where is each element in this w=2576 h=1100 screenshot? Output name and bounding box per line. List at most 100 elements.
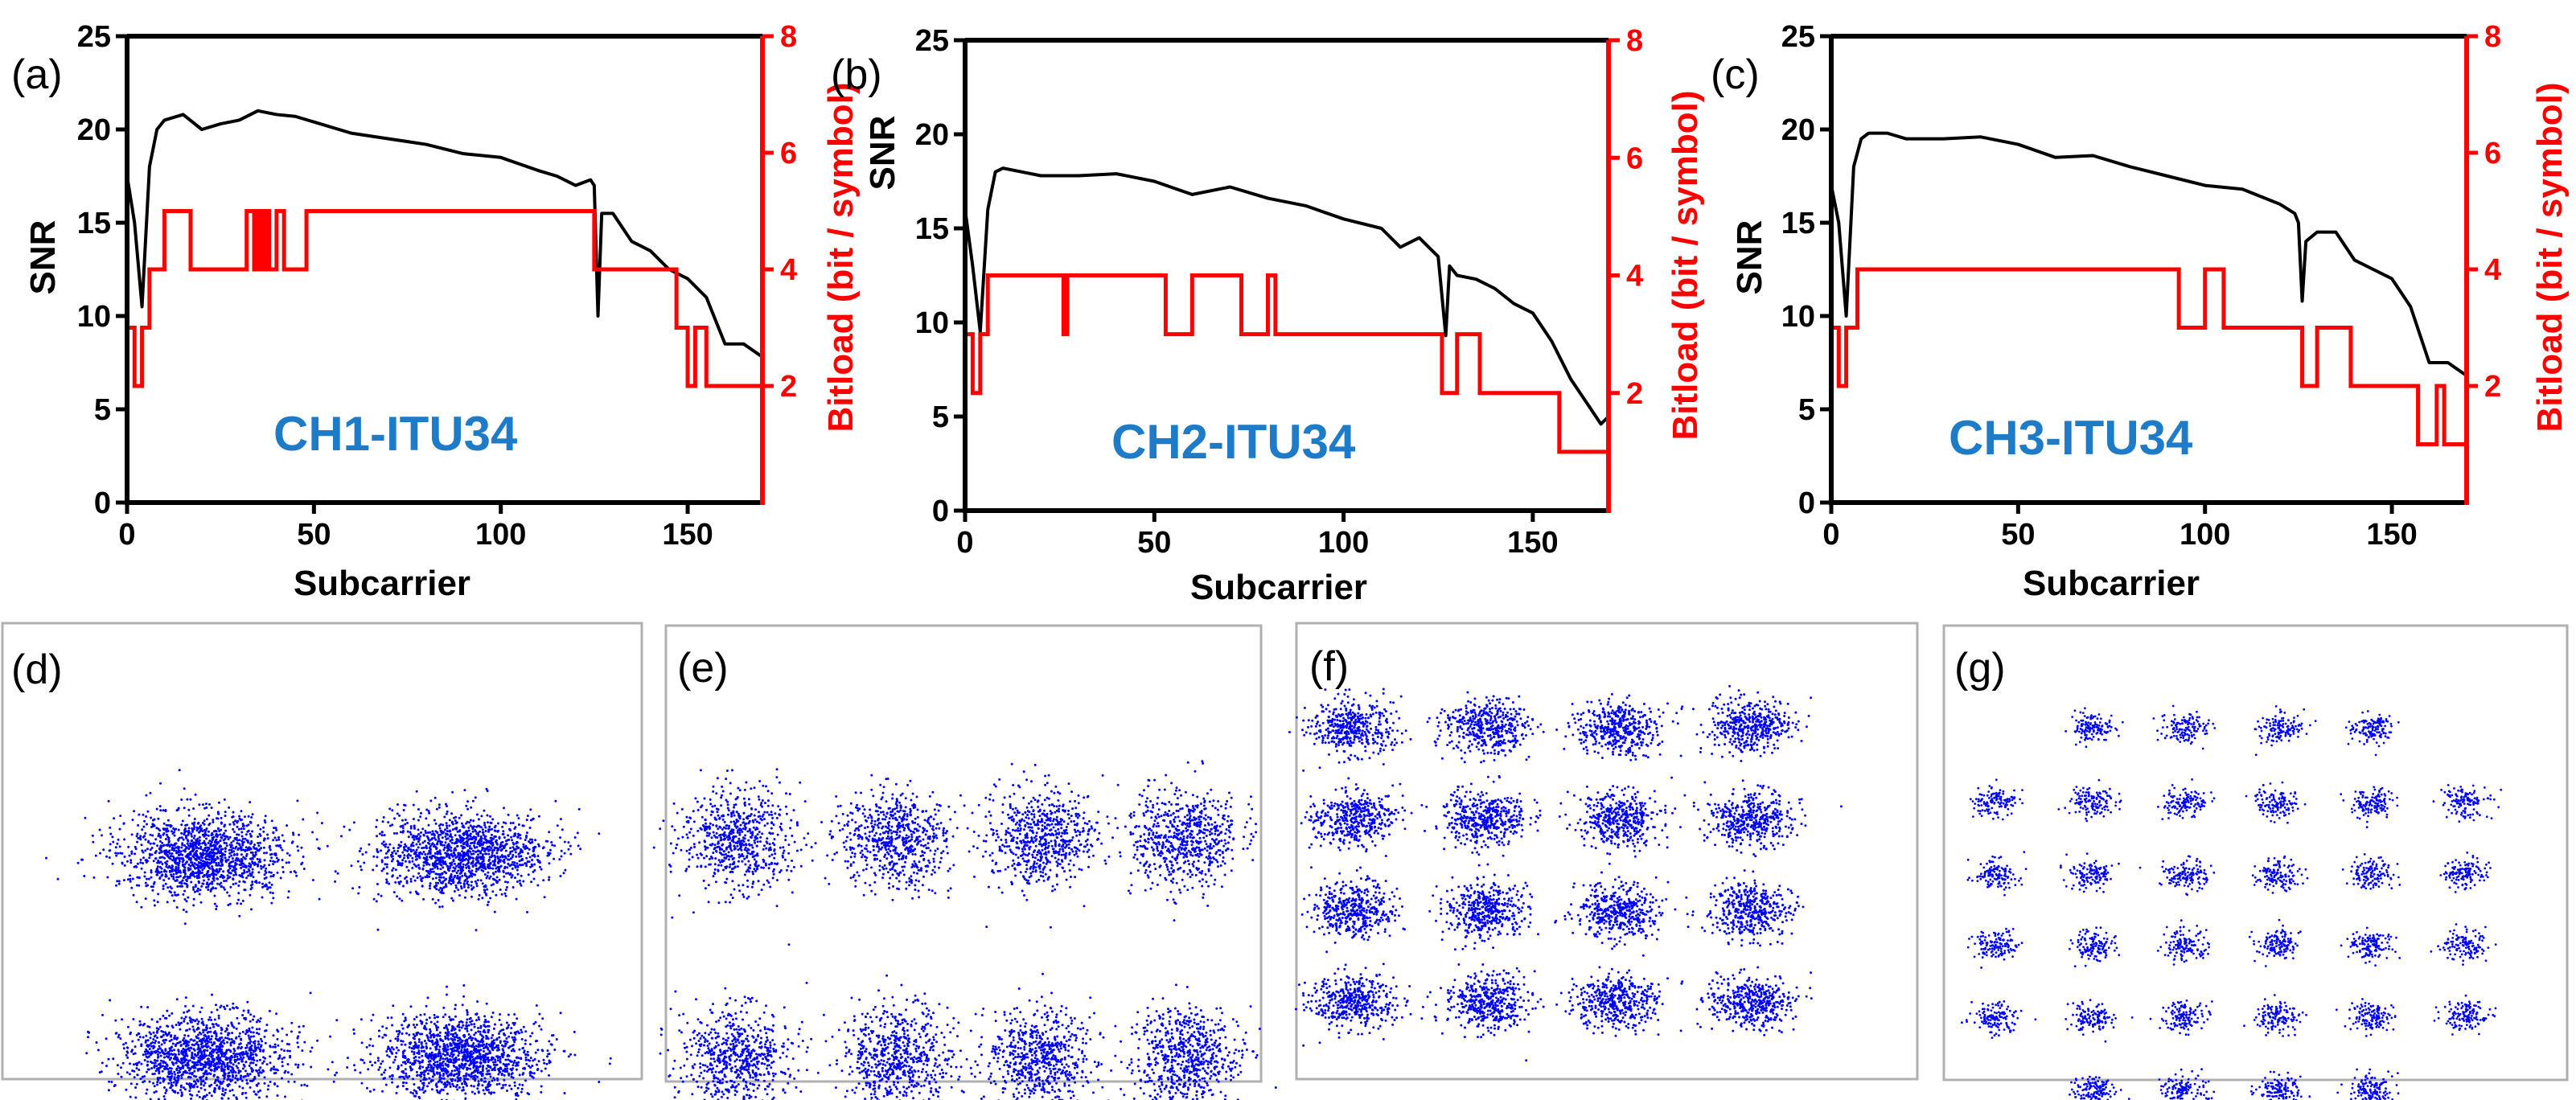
y2-axis-title-c: Bitload (bit / symbol) — [2530, 82, 2570, 432]
constellation-points-d — [45, 769, 612, 1100]
x-tick-label: 100 — [2180, 518, 2230, 552]
panel-label-e: (e) — [677, 645, 729, 692]
constellation-cluster — [1300, 777, 1424, 869]
axes-b: 0 50 100 150 0 5 10 15 20 25 2 4 6 8 — [915, 24, 1643, 560]
y-tick-label: 0 — [1798, 486, 1815, 520]
bitload-series-line — [1831, 267, 2467, 446]
axes-c: 0 50 100 150 0 5 10 15 20 25 2 4 6 8 — [1781, 20, 2501, 552]
constellation-cluster — [2251, 855, 2309, 894]
x-tick-label: 100 — [475, 518, 526, 552]
x-axis-title-a: Subcarrier — [294, 564, 470, 603]
y-tick-label: 10 — [915, 306, 949, 340]
constellation-cluster — [2340, 786, 2399, 829]
y2-tick-label: 2 — [1626, 377, 1643, 411]
panel-label-g: (g) — [1954, 645, 2006, 692]
y2-tick-label: 6 — [2484, 137, 2501, 170]
constellation-cluster — [824, 974, 965, 1100]
constellation-cluster — [2149, 999, 2213, 1036]
constellation-cluster — [1426, 691, 1545, 764]
y2-axis-title-b: Bitload (bit / symbol) — [1666, 90, 1705, 440]
constellation-cluster — [1428, 863, 1539, 951]
panel-label-c: (c) — [1711, 51, 1760, 98]
y2-tick-label: 2 — [2484, 370, 2501, 404]
axes-a: 0 50 100 150 0 5 10 15 20 25 2 4 6 8 — [77, 20, 797, 552]
constellation-cluster — [2057, 778, 2122, 823]
y-tick-label: 5 — [1798, 393, 1815, 427]
y-tick-label: 0 — [94, 486, 111, 520]
y2-tick-label: 6 — [780, 137, 797, 170]
x-tick-label: 50 — [297, 518, 331, 552]
constellation-cluster — [1554, 871, 1695, 957]
constellation-points-g — [1961, 704, 2503, 1100]
bitload-series-line — [127, 209, 762, 388]
constellation-cluster — [1969, 778, 2024, 821]
bitload-series-line — [965, 273, 1608, 454]
x-tick-label: 0 — [956, 526, 973, 560]
constellation-cluster — [2156, 919, 2211, 966]
constellation-cluster — [1421, 963, 1545, 1062]
x-tick-label: 150 — [2366, 518, 2417, 552]
constellation-cluster — [1300, 869, 1406, 954]
panel-d: (d) — [1, 622, 643, 1100]
y-tick-label: 15 — [915, 212, 949, 246]
constellation-cluster — [1424, 774, 1542, 857]
panel-label-a: (a) — [11, 51, 63, 98]
constellation-cluster — [2245, 781, 2307, 824]
snr-series-line — [963, 166, 1610, 426]
y2-axis-title-a: Bitload (bit / symbol) — [821, 82, 861, 432]
constellation-cluster — [957, 972, 1140, 1100]
constellation-frame-f — [1295, 622, 1919, 1081]
constellation-cluster — [1685, 869, 1805, 947]
constellation-cluster — [2243, 994, 2307, 1037]
constellation-cluster — [329, 984, 612, 1100]
channel-label-b: CH2-ITU34 — [1111, 415, 1356, 469]
channel-label-c: CH3-ITU34 — [1949, 411, 2193, 465]
constellation-cluster — [2064, 707, 2124, 749]
y-tick-label: 10 — [1781, 300, 1815, 334]
constellation-cluster — [1692, 779, 1843, 858]
constellation-cluster — [85, 991, 384, 1100]
constellation-cluster — [2069, 926, 2121, 968]
y-tick-label: 20 — [77, 113, 111, 147]
snr-series-line — [1830, 131, 2468, 377]
x-tick-label: 0 — [118, 518, 135, 552]
x-tick-label: 150 — [1507, 526, 1558, 560]
x-tick-label: 150 — [662, 518, 713, 552]
x-tick-label: 50 — [1137, 526, 1171, 560]
constellation-cluster — [2249, 1070, 2311, 1100]
constellation-cluster — [2253, 705, 2317, 757]
channel-label-a: CH1-ITU34 — [273, 407, 518, 461]
panel-g: (g) — [1942, 624, 2569, 1100]
y2-tick-label: 8 — [2484, 20, 2501, 54]
y-tick-label: 5 — [932, 400, 949, 434]
y-tick-label: 25 — [77, 20, 111, 54]
panel-a: (a) CH1-ITU34 Subcarrier SNR Bitload (bi… — [11, 20, 861, 603]
constellation-cluster — [2060, 852, 2142, 893]
y2-tick-label: 8 — [1626, 24, 1643, 58]
y-tick-label: 20 — [1781, 113, 1815, 147]
y-tick-label: 10 — [77, 300, 111, 334]
y-tick-label: 20 — [915, 118, 949, 152]
constellation-cluster — [2344, 710, 2400, 757]
panel-c: (c) CH3-ITU34 Subcarrier SNR Bitload (bi… — [1711, 20, 2570, 603]
constellation-cluster — [2159, 855, 2216, 897]
constellation-cluster — [1555, 692, 1683, 761]
constellation-cluster — [2341, 853, 2401, 890]
y2-tick-label: 2 — [780, 370, 797, 404]
constellation-cluster — [1679, 966, 1813, 1036]
constellation-cluster — [2340, 926, 2401, 967]
constellation-cluster — [2069, 1075, 2130, 1100]
x-axis-title-c: Subcarrier — [2023, 564, 2200, 603]
constellation-cluster — [2439, 852, 2492, 893]
panel-b: (b) CH2-ITU34 Subcarrier SNR Bitload (bi… — [831, 24, 1705, 607]
constellation-cluster — [1966, 851, 2028, 897]
constellation-cluster — [2152, 704, 2217, 750]
y-tick-label: 25 — [1781, 20, 1815, 54]
constellation-cluster — [1558, 776, 1687, 865]
constellation-cluster — [2064, 999, 2134, 1043]
constellation-cluster — [45, 769, 337, 926]
constellation-cluster — [1966, 927, 2023, 969]
constellation-cluster — [2432, 784, 2503, 823]
constellation-cluster — [1103, 760, 1258, 922]
